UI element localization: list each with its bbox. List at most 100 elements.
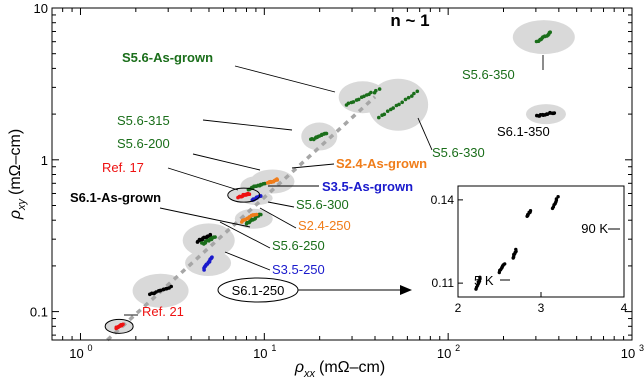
data-points: [114, 30, 557, 331]
x-tick-exponent: 2: [455, 343, 460, 353]
point-s5-6-315: [324, 131, 329, 136]
y-tick-label: 0.1: [30, 305, 48, 320]
inset-point: [528, 209, 533, 213]
point-s5-6-250: [213, 235, 217, 239]
inset-x-tick-label: 2: [455, 301, 462, 315]
leader-ref-17: [167, 167, 239, 191]
inset-annotation-5k: 5 K: [474, 273, 494, 288]
x-tick-label: 10: [437, 346, 451, 361]
leader-s3-5-250: [224, 251, 271, 271]
leader-s2-4-250: [259, 207, 297, 229]
point-s5-6-330: [382, 112, 387, 117]
leader-s5-6-200: [192, 153, 261, 171]
x-tick-label: 10: [69, 346, 83, 361]
point-s2-4-250: [254, 212, 259, 217]
label-s5-6-as-grown: S5.6-As-grown: [122, 50, 213, 65]
y-axis-title: ρxy (mΩ–cm): [7, 129, 28, 220]
inset-x-tick-label: 4: [621, 301, 628, 315]
x-tick-label: 10: [621, 346, 635, 361]
point-s6-1-250: [169, 284, 173, 289]
x-tick-label: 10: [253, 346, 267, 361]
label-s5-6-315: S5.6-315: [117, 113, 170, 128]
inset-point: [503, 262, 507, 266]
y-tick-label: 10: [34, 1, 48, 16]
leader-s5-6-250: [219, 221, 271, 249]
leader-s5-6-315: [202, 119, 293, 131]
guide-label: n ~ 1: [390, 11, 429, 30]
label-s3-5-250: S3.5-250: [272, 262, 325, 277]
series-labels: S5.6-As-grown S5.6-330 S5.6-350 S6.1-350 S5.…: [70, 50, 550, 319]
point-ref-21: [121, 322, 125, 327]
inset-y-tick-label: 0.11: [432, 276, 455, 290]
inset-annotation-90k: 90 K: [581, 221, 608, 236]
leader-s5-6-300: [267, 201, 295, 208]
point-s5-6-300: [259, 212, 263, 217]
x-axis-title: ρxx (mΩ–cm): [294, 359, 385, 380]
point-s5-6-350: [548, 30, 552, 34]
n-guide-line: [106, 95, 377, 342]
inset-point: [478, 275, 482, 279]
point-s5-6-330: [391, 106, 396, 110]
label-ref-17: Ref. 17: [102, 160, 144, 175]
point-s5-6-330: [400, 100, 405, 105]
label-s2-4-250: S2.4-250: [298, 218, 351, 233]
point-s6-1-250: [158, 288, 163, 293]
label-s6-1-as-grown: S6.1-As-grown: [70, 190, 161, 205]
point-s5-6-330: [415, 89, 420, 94]
point-s5-6-330: [412, 91, 416, 96]
label-s5-6-300: S5.6-300: [296, 197, 349, 212]
leader-s6-1-as-grown: [159, 207, 251, 228]
inset-x-tick-label: 3: [538, 301, 545, 315]
point-s5-6-330: [397, 102, 401, 107]
outline-ref-17: [227, 187, 261, 203]
x-tick-exponent: 3: [639, 343, 644, 353]
label-s5-6-200: S5.6-200: [117, 136, 170, 151]
x-axis-title-subscript: xx: [303, 368, 316, 380]
label-s3-5-as-grown: S3.5-As-grown: [322, 179, 413, 194]
x-axis-title-unit: (mΩ–cm): [319, 359, 385, 376]
label-s2-4-as-grown: S2.4-As-grown: [336, 156, 427, 171]
label-s6-1-250: S6.1-250: [232, 283, 285, 298]
point-s2-4-as-grown: [275, 177, 279, 181]
y-axis-title-subscript: xy: [16, 198, 28, 212]
label-s6-1-350: S6.1-350: [497, 124, 550, 139]
x-axis-title-symbol: ρ: [294, 359, 304, 376]
x-tick-exponent: 0: [87, 343, 92, 353]
leader-s5-6-330: [417, 117, 433, 151]
point-s5-6-330: [385, 109, 390, 113]
point-s5-6-as-grown: [346, 101, 351, 106]
label-leader-lines: [104, 55, 544, 334]
point-s5-6-330: [377, 115, 381, 120]
callout-arrowhead: [400, 285, 412, 295]
y-axis-title-unit: (mΩ–cm): [7, 129, 24, 195]
label-s5-6-330: S5.6-330: [432, 145, 485, 160]
inset-y-tick-label: 0.14: [431, 193, 455, 207]
label-s5-6-350: S5.6-350: [462, 67, 515, 82]
n-guide-layer: n ~ 1: [106, 11, 430, 342]
point-s5-6-as-grown: [351, 100, 356, 104]
point-s5-6-as-grown: [362, 94, 366, 99]
point-ref-17: [247, 192, 252, 196]
point-s5-6-as-grown: [374, 88, 378, 93]
point-s5-6-330: [410, 94, 414, 98]
leader-s5-6-as-grown: [234, 65, 336, 93]
label-s5-6-250: S5.6-250: [272, 238, 325, 253]
point-s3-5-250: [210, 255, 214, 259]
point-s5-6-330: [406, 95, 411, 100]
point-s5-6-as-grown: [356, 97, 361, 102]
inset-point: [514, 247, 518, 252]
point-s5-6-as-grown: [369, 90, 373, 95]
x-tick-exponent: 1: [271, 343, 276, 353]
plot-frame: [51, 7, 633, 341]
point-s6-1-350: [552, 111, 557, 115]
outline-ref-21: [104, 318, 134, 334]
point-s5-6-330: [403, 97, 408, 102]
inset-plot: 2 3 4 0.11 0.14 90 K 5 K: [431, 185, 628, 315]
y-axis-title-symbol: ρ: [7, 210, 24, 220]
leader-s2-4-as-grown: [291, 163, 335, 169]
point-s5-6-as-grown: [377, 87, 382, 91]
y-tick-label: 1: [41, 153, 48, 168]
inset-point: [556, 195, 560, 199]
